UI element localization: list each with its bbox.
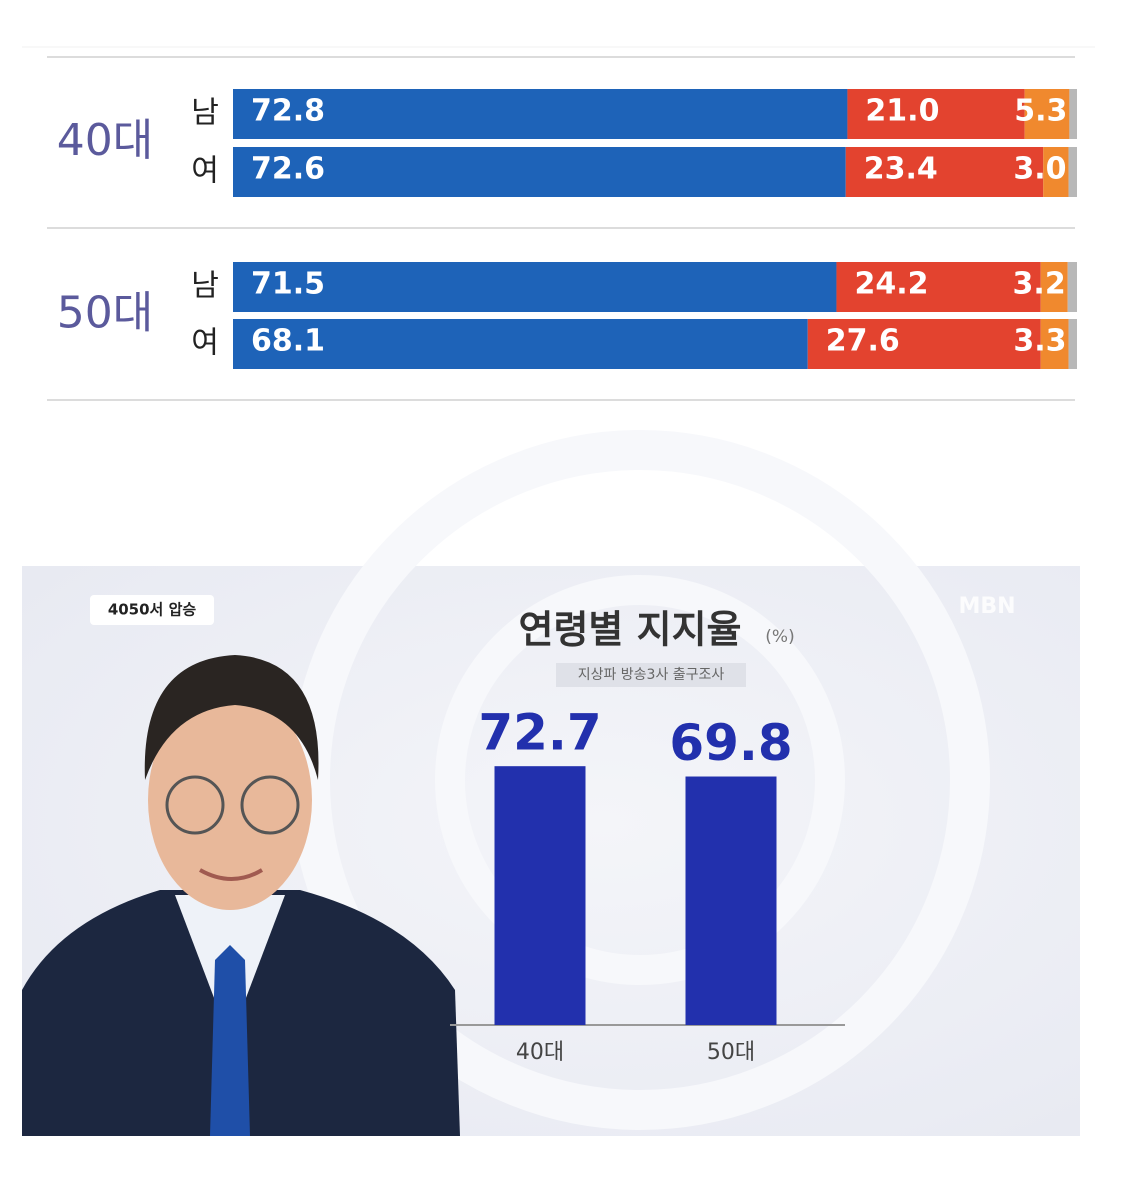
group-label: 50대 xyxy=(57,288,153,339)
value-label: 3.0 xyxy=(1013,152,1066,187)
subtitle-box xyxy=(556,663,746,687)
bar-segment xyxy=(1040,319,1069,369)
value-label: 3.2 xyxy=(1013,267,1066,302)
value-label: 21.0 xyxy=(865,94,939,129)
glasses xyxy=(165,775,225,835)
hair xyxy=(144,655,319,780)
value-label: 72.6 xyxy=(251,152,325,187)
row-label: 여 xyxy=(191,154,219,189)
bar-segment xyxy=(233,319,808,369)
x-tick-label: 40대 xyxy=(516,1040,564,1065)
bar-segment xyxy=(1068,147,1077,197)
mouth xyxy=(199,868,264,881)
value-label: 68.1 xyxy=(251,324,325,359)
portrait xyxy=(22,655,460,1136)
bar-segment xyxy=(233,262,837,312)
bar-segment xyxy=(1067,262,1077,312)
bar-segment xyxy=(233,89,848,139)
bar-segment xyxy=(1043,147,1069,197)
bar-segment xyxy=(845,147,1044,197)
row-label: 남 xyxy=(191,269,219,304)
row-label: 여 xyxy=(191,326,219,361)
bar-segment xyxy=(1040,262,1068,312)
value-label: 3.3 xyxy=(1013,324,1066,359)
decor-ring xyxy=(435,575,845,985)
x-tick-label: 50대 xyxy=(707,1040,755,1065)
value-label: 72.8 xyxy=(251,94,325,129)
value-label: 71.5 xyxy=(251,267,325,302)
bar xyxy=(685,776,777,1025)
value-label: 5.3 xyxy=(1014,94,1067,129)
group-label: 40대 xyxy=(57,115,153,166)
value-label: 23.4 xyxy=(864,152,938,187)
logo: MBN xyxy=(958,594,1015,619)
badge: 4050서 압승 xyxy=(108,601,197,619)
unit: (%) xyxy=(765,627,794,647)
subtitle: 지상파 방송3사 출구조사 xyxy=(578,667,725,683)
value-label: 27.6 xyxy=(826,324,900,359)
bar-segment xyxy=(1024,89,1070,139)
value-label: 69.8 xyxy=(669,714,792,772)
bar-segment xyxy=(847,89,1025,139)
value-label: 72.7 xyxy=(478,704,601,762)
bar-segment xyxy=(1069,89,1077,139)
chart-title: 연령별 지지율 xyxy=(519,608,742,652)
value-label: 24.2 xyxy=(854,267,928,302)
face xyxy=(148,690,312,910)
bar xyxy=(494,766,586,1025)
badge-box xyxy=(90,595,214,625)
bar-segment xyxy=(836,262,1041,312)
tie xyxy=(210,945,250,1136)
bar-segment xyxy=(233,147,846,197)
bar-segment xyxy=(1068,319,1077,369)
row-label: 남 xyxy=(191,96,219,131)
glasses xyxy=(240,775,300,835)
bar-segment xyxy=(807,319,1041,369)
